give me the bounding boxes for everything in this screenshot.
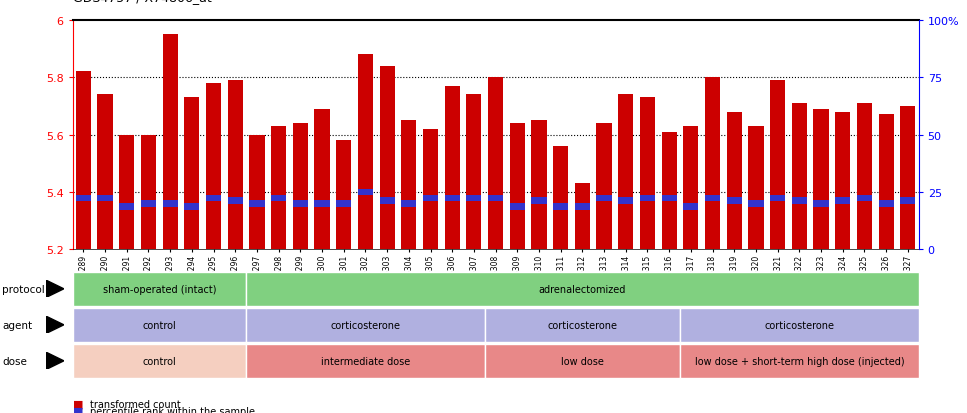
Text: transformed count: transformed count — [90, 399, 181, 409]
Bar — [227, 198, 243, 204]
Bar — [141, 135, 156, 250]
Bar — [293, 201, 308, 207]
Polygon shape — [46, 316, 64, 334]
Text: low dose: low dose — [561, 356, 603, 366]
Text: low dose + short-term high dose (injected): low dose + short-term high dose (injecte… — [694, 356, 904, 366]
Text: percentile rank within the sample: percentile rank within the sample — [90, 406, 255, 413]
Bar — [445, 87, 459, 250]
Bar — [379, 198, 395, 204]
Bar — [835, 198, 850, 204]
Bar — [98, 95, 113, 250]
Bar — [792, 198, 806, 204]
Bar — [857, 195, 872, 202]
Text: adrenalectomized: adrenalectomized — [539, 284, 626, 294]
Bar — [206, 84, 221, 250]
Bar — [597, 124, 612, 250]
Text: ■: ■ — [73, 406, 83, 413]
Bar — [618, 95, 633, 250]
Bar — [185, 204, 199, 210]
Bar — [423, 130, 438, 250]
Bar — [878, 115, 894, 250]
Bar — [227, 81, 243, 250]
Text: corticosterone: corticosterone — [764, 320, 835, 330]
Bar — [726, 198, 742, 204]
Bar — [835, 112, 850, 250]
Bar — [141, 201, 156, 207]
Bar — [249, 201, 265, 207]
Text: intermediate dose: intermediate dose — [321, 356, 410, 366]
Bar — [119, 204, 134, 210]
Bar — [813, 109, 829, 250]
Polygon shape — [46, 281, 64, 297]
Bar — [705, 195, 720, 202]
Text: dose: dose — [2, 356, 27, 366]
Bar — [314, 201, 330, 207]
Bar — [98, 195, 113, 202]
Bar — [466, 95, 482, 250]
Bar — [618, 198, 633, 204]
Polygon shape — [46, 352, 64, 369]
Bar — [488, 195, 503, 202]
Bar — [401, 201, 417, 207]
Bar — [358, 55, 373, 250]
Bar — [119, 135, 134, 250]
Bar — [75, 72, 91, 250]
Bar — [705, 78, 720, 250]
Bar — [726, 112, 742, 250]
Text: sham-operated (intact): sham-operated (intact) — [103, 284, 216, 294]
Text: corticosterone: corticosterone — [547, 320, 617, 330]
Text: GDS4757 / X74806_at: GDS4757 / X74806_at — [73, 0, 211, 4]
Bar — [162, 35, 178, 250]
Text: agent: agent — [2, 320, 32, 330]
Bar — [423, 195, 438, 202]
Bar — [770, 195, 785, 202]
Text: corticosterone: corticosterone — [331, 320, 400, 330]
Text: protocol: protocol — [2, 284, 44, 294]
Bar — [640, 98, 655, 250]
Bar — [661, 195, 677, 202]
Bar — [813, 201, 829, 207]
Bar — [748, 127, 764, 250]
Bar — [532, 121, 546, 250]
Text: control: control — [142, 320, 176, 330]
Bar — [770, 81, 785, 250]
Bar — [206, 195, 221, 202]
Bar — [532, 198, 546, 204]
Bar — [684, 204, 698, 210]
Bar — [553, 204, 569, 210]
Bar — [900, 198, 916, 204]
Bar — [597, 195, 612, 202]
Bar — [857, 104, 872, 250]
Bar — [488, 78, 503, 250]
Bar — [337, 141, 351, 250]
Bar — [293, 124, 308, 250]
Bar — [445, 195, 459, 202]
Bar — [640, 195, 655, 202]
Bar — [401, 121, 417, 250]
Bar — [379, 66, 395, 250]
Bar — [900, 107, 916, 250]
Bar — [684, 127, 698, 250]
Bar — [271, 127, 286, 250]
Bar — [271, 195, 286, 202]
Bar — [574, 184, 590, 250]
Bar — [162, 201, 178, 207]
Bar — [337, 201, 351, 207]
Bar — [574, 204, 590, 210]
Bar — [553, 147, 569, 250]
Bar — [249, 135, 265, 250]
Bar — [358, 190, 373, 196]
Bar — [748, 201, 764, 207]
Bar — [75, 195, 91, 202]
Text: ■: ■ — [73, 399, 83, 409]
Bar — [661, 133, 677, 250]
Bar — [510, 204, 525, 210]
Bar — [878, 201, 894, 207]
Bar — [510, 124, 525, 250]
Text: control: control — [142, 356, 176, 366]
Bar — [792, 104, 806, 250]
Bar — [185, 98, 199, 250]
Bar — [314, 109, 330, 250]
Bar — [466, 195, 482, 202]
